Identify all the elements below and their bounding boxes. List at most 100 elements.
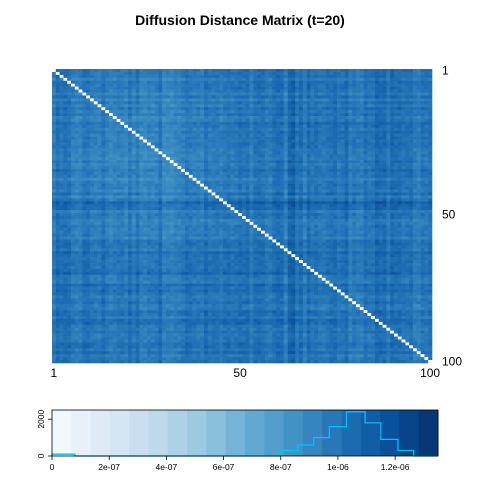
heatmap-cell [200, 124, 205, 129]
heatmap-cell [82, 139, 87, 143]
heatmap-cell [306, 69, 311, 73]
heatmap-cell [253, 186, 258, 190]
heatmap-cell [261, 192, 266, 196]
heatmap-cell [158, 89, 163, 93]
heatmap-cell [223, 77, 228, 82]
heatmap-cell [397, 201, 402, 205]
heatmap-cell [302, 201, 307, 205]
heatmap-cell [261, 116, 266, 120]
heatmap-cell [352, 157, 357, 161]
heatmap-cell [185, 136, 190, 140]
heatmap-cell [105, 124, 110, 129]
heatmap-cell [302, 160, 307, 164]
heatmap-cell [359, 77, 364, 82]
heatmap-cell [257, 89, 262, 93]
heatmap-cell [375, 201, 380, 205]
heatmap-cell [223, 95, 228, 99]
heatmap-cell [207, 116, 212, 120]
heatmap-cell [192, 139, 197, 143]
heatmap-cell [371, 160, 376, 164]
heatmap-cell [261, 213, 266, 217]
heatmap-cell [302, 110, 307, 114]
heatmap-cell [63, 107, 68, 111]
heatmap-cell [318, 198, 323, 202]
heatmap-cell [375, 77, 380, 82]
heatmap-cell [147, 174, 152, 179]
heatmap-cell [344, 171, 349, 176]
heatmap-cell [329, 104, 334, 108]
heatmap-cell [340, 195, 345, 199]
heatmap-cell [181, 113, 186, 117]
heatmap-cell [143, 113, 148, 117]
heatmap-cell [397, 198, 402, 202]
heatmap-cell [150, 157, 155, 161]
heatmap-cell [204, 154, 209, 158]
heatmap-cell [382, 160, 387, 164]
heatmap-cell [295, 104, 300, 108]
heatmap-cell [325, 80, 330, 84]
heatmap-cell [314, 168, 319, 173]
heatmap-cell [242, 183, 247, 187]
heatmap-cell [261, 110, 266, 114]
heatmap-cell [90, 104, 95, 108]
heatmap-cell [378, 130, 383, 134]
heatmap-cell [109, 163, 114, 167]
heatmap-cell [310, 92, 315, 96]
heatmap-cell [382, 210, 387, 214]
heatmap-cell [318, 210, 323, 214]
heatmap-cell [131, 89, 136, 93]
heatmap-cell [211, 171, 216, 176]
heatmap-cell [382, 213, 387, 217]
heatmap-cell [291, 74, 296, 79]
heatmap-cell [378, 83, 383, 87]
heatmap-cell [318, 201, 323, 205]
heatmap-cell [257, 180, 262, 184]
heatmap-cell [413, 113, 418, 117]
heatmap-cell [363, 213, 368, 217]
heatmap-cell [67, 107, 72, 111]
heatmap-cell [310, 95, 315, 99]
heatmap-cell [154, 69, 159, 73]
heatmap-cell [352, 113, 357, 117]
heatmap-cell [188, 160, 193, 164]
heatmap-cell [181, 148, 186, 152]
heatmap-cell [416, 192, 421, 196]
heatmap-cell [283, 110, 288, 114]
heatmap-cell [215, 121, 220, 126]
heatmap-cell [185, 201, 190, 205]
heatmap-cell [401, 116, 406, 120]
heatmap-cell [253, 207, 258, 211]
heatmap-cell [55, 177, 60, 182]
heatmap-cell [238, 142, 243, 146]
heatmap-cell [162, 183, 167, 187]
heatmap-cell [169, 80, 174, 84]
heatmap-cell [318, 154, 323, 158]
heatmap-cell [420, 207, 425, 211]
heatmap-cell [287, 133, 292, 137]
heatmap-cell [207, 130, 212, 134]
heatmap-cell [386, 180, 391, 184]
heatmap-cell [78, 183, 83, 187]
heatmap-cell [71, 139, 76, 143]
heatmap-cell [52, 95, 57, 99]
heatmap-cell [101, 92, 106, 96]
heatmap-cell [390, 133, 395, 137]
heatmap-cell [52, 74, 57, 79]
heatmap-cell [86, 113, 91, 117]
heatmap-cell [280, 110, 285, 114]
heatmap-cell [321, 139, 326, 143]
heatmap-cell [310, 86, 315, 90]
heatmap-cell [82, 189, 87, 193]
heatmap-cell [90, 213, 95, 217]
heatmap-cell [116, 124, 121, 129]
heatmap-cell [86, 127, 91, 132]
heatmap-cell [204, 127, 209, 132]
heatmap-cell [333, 145, 338, 149]
heatmap-cell [219, 180, 224, 184]
heatmap-cell [63, 130, 68, 134]
heatmap-cell [211, 110, 216, 114]
heatmap-cell [204, 142, 209, 146]
heatmap-cell [420, 110, 425, 114]
heatmap-cell [147, 130, 152, 134]
heatmap-cell [207, 166, 212, 170]
